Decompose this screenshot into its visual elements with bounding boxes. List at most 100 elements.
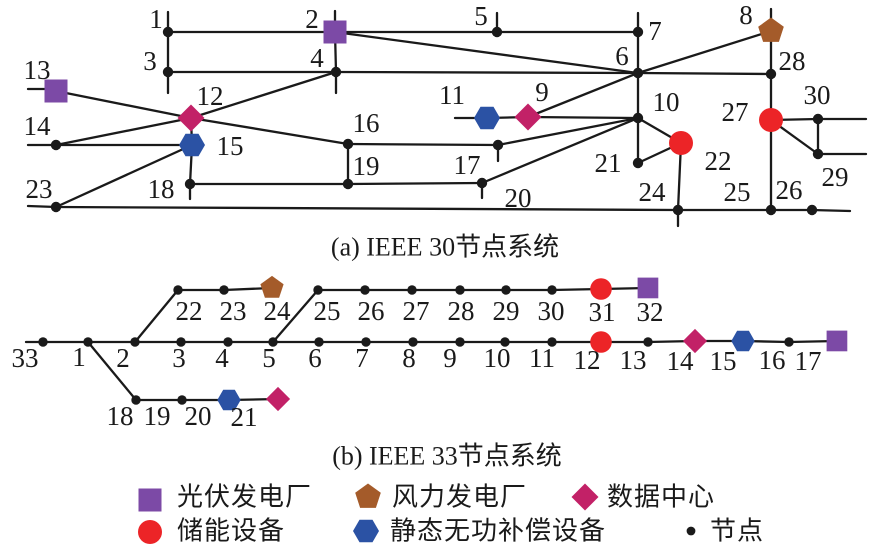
- edge-ieee30-16-17: [346, 142, 500, 147]
- node-33-bus-node-icon: [38, 337, 48, 347]
- node-5-bus-node-icon: [491, 26, 503, 38]
- node-18-label: 18: [107, 401, 134, 431]
- node-2-bus-node-icon: [130, 337, 140, 347]
- node-22-label: 22: [176, 296, 203, 326]
- node-23-label: 23: [220, 296, 247, 326]
- edge-ieee30-4-6: [334, 70, 640, 75]
- node-26-bus-node-icon: [360, 285, 370, 295]
- node-22-energy-storage-icon: [669, 131, 693, 155]
- legend-label-pv-plant: 光伏发电厂: [177, 483, 312, 512]
- node-24-wind-plant-icon: [260, 275, 284, 298]
- edge-ieee30-15-23: [54, 143, 194, 209]
- node-26-bus-node-icon: [806, 204, 818, 216]
- node-11-reactive-compensator-icon: [474, 106, 500, 130]
- edge-ieee30-12-13: [54, 89, 193, 120]
- node-31-label: 31: [589, 297, 616, 327]
- node-16-label: 16: [759, 345, 786, 375]
- node-32-label: 32: [637, 297, 664, 327]
- node-21-label: 21: [231, 402, 258, 432]
- node-7-label: 7: [355, 343, 369, 373]
- node-6-bus-node-icon: [632, 67, 644, 79]
- node-20-label: 20: [185, 401, 212, 431]
- node-12-data-center-icon: [177, 104, 205, 132]
- node-27-bus-node-icon: [407, 285, 417, 295]
- node-9-label: 9: [443, 343, 457, 373]
- node-23-bus-node-icon: [50, 201, 62, 213]
- edge-ieee30-23-24: [54, 205, 680, 212]
- node-25-label: 25: [724, 177, 751, 207]
- node-4-bus-node-icon: [223, 337, 233, 347]
- node-16-label: 16: [353, 108, 380, 138]
- node-4-label: 4: [215, 343, 229, 373]
- node-31-energy-storage-icon: [590, 278, 612, 300]
- edge-ieee30-10-20: [480, 116, 640, 185]
- node-28-label: 28: [448, 296, 475, 326]
- edge-ieee30-19-20: [346, 181, 484, 186]
- node-18-bus-node-icon: [131, 395, 141, 405]
- caption-ieee30: (a) IEEE 30节点系统: [331, 233, 559, 262]
- node-9-data-center-icon: [514, 103, 542, 131]
- node-2-label: 2: [116, 343, 130, 373]
- node-17-bus-node-icon: [492, 139, 504, 151]
- node-27-label: 27: [722, 97, 749, 127]
- node-15-reactive-compensator-icon: [179, 133, 205, 157]
- node-2-pv-plant-icon: [323, 20, 347, 44]
- node-9-label: 9: [535, 77, 549, 107]
- node-25-bus-node-icon: [765, 204, 777, 216]
- node-30-label: 30: [804, 80, 831, 110]
- node-21-label: 21: [595, 148, 622, 178]
- node-5-label: 5: [262, 343, 276, 373]
- node-26-label: 26: [358, 296, 385, 326]
- node-16-bus-node-icon: [342, 138, 354, 150]
- edge-ieee30-12-16: [189, 116, 350, 146]
- legend-label-wind-plant: 风力发电厂: [392, 483, 527, 512]
- node-18-label: 18: [148, 174, 175, 204]
- node-22-bus-node-icon: [173, 285, 183, 295]
- edge-ieee30-12-14: [54, 116, 193, 147]
- node-12-label: 12: [197, 81, 224, 111]
- node-26-label: 26: [776, 175, 803, 205]
- node-17-label: 17: [795, 346, 822, 376]
- node-12-energy-storage-icon: [590, 331, 612, 353]
- edge-ieee30-10-17: [496, 116, 640, 147]
- node-2-label: 2: [305, 4, 319, 34]
- node-19-label: 19: [353, 151, 380, 181]
- data-center-legend-icon: [571, 483, 599, 511]
- node-15-label: 15: [217, 131, 244, 161]
- legend-label-data-center: 数据中心: [607, 483, 715, 512]
- node-7-bus-node-icon: [361, 337, 371, 347]
- node-29-label: 29: [822, 162, 849, 192]
- edge-ieee30-9-10: [526, 115, 640, 120]
- node-14-label: 14: [24, 111, 52, 141]
- edge-ieee30-6-8: [636, 29, 773, 75]
- node-13-label: 13: [620, 345, 647, 375]
- node-13-bus-node-icon: [643, 337, 653, 347]
- node-12-label: 12: [574, 345, 601, 375]
- node-33-label: 33: [12, 343, 39, 373]
- node-21-bus-node-icon: [632, 157, 644, 169]
- node-13-pv-plant-icon: [44, 79, 68, 103]
- node-19-bus-node-icon: [342, 178, 354, 190]
- node-14-data-center-icon: [682, 328, 708, 354]
- node-14-bus-node-icon: [50, 139, 62, 151]
- node-19-label: 19: [144, 401, 171, 431]
- node-17-label: 17: [454, 150, 481, 180]
- node-28-label: 28: [779, 46, 806, 76]
- node-10-bus-node-icon: [500, 337, 510, 347]
- node-15-reactive-compensator-icon: [731, 330, 755, 352]
- node-29-bus-node-icon: [812, 148, 824, 160]
- node-30-bus-node-icon: [812, 113, 824, 125]
- node-11-label: 11: [529, 343, 555, 373]
- node-22-label: 22: [705, 146, 732, 176]
- node-19-bus-node-icon: [177, 395, 187, 405]
- node-32-pv-plant-icon: [637, 277, 659, 299]
- edge-ieee30-6-28: [636, 71, 773, 76]
- energy-storage-legend-icon: [138, 520, 162, 544]
- node-24-label: 24: [639, 177, 667, 207]
- node-6-label: 6: [615, 41, 629, 71]
- edge-ieee30-2-6: [333, 30, 640, 75]
